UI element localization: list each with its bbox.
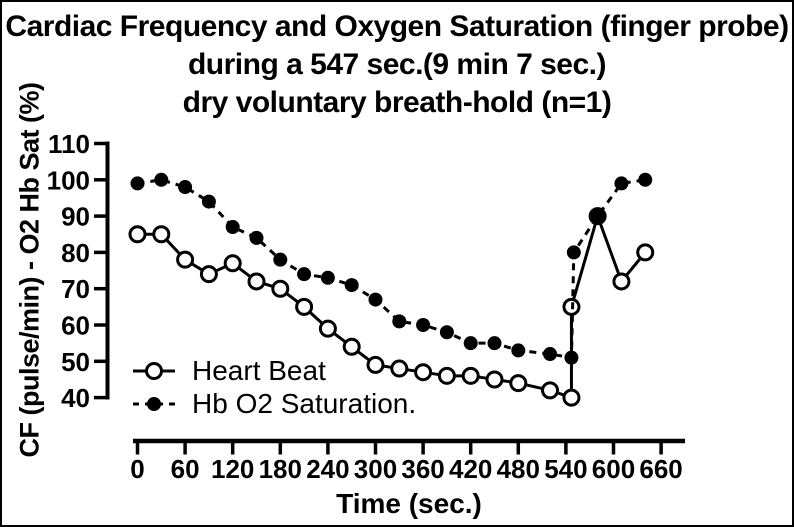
data-point-hb-o2-saturation: [154, 172, 169, 187]
data-point-hb-o2-saturation: [273, 252, 288, 267]
data-point-hb-o2-saturation: [511, 343, 526, 358]
data-point-heart-beat: [199, 265, 218, 284]
data-point-heart-beat: [295, 297, 314, 316]
series-heart-beat: [128, 207, 655, 407]
data-point-hb-o2-saturation: [487, 336, 502, 351]
data-point-heart-beat: [176, 250, 195, 269]
legend-label-hb-o2-saturation: Hb O2 Saturation.: [192, 387, 417, 419]
y-tick-label: 110: [48, 129, 90, 159]
data-point-heart-beat: [128, 225, 147, 244]
x-tick-label: 300: [354, 454, 397, 484]
chart-title-line-1: Cardiac Frequency and Oxygen Saturation …: [5, 10, 789, 43]
y-tick-label: 100: [47, 165, 90, 195]
legend-label-heart-beat: Heart Beat: [192, 354, 326, 386]
data-point-hb-o2-saturation: [564, 350, 579, 365]
x-tick-label: 420: [449, 454, 492, 484]
chart-title-line-2: during a 547 sec.(9 min 7 sec.): [187, 48, 607, 81]
filled-circle-dashed-line-icon: [133, 396, 175, 411]
data-point-hb-o2-saturation: [543, 347, 558, 362]
x-tick-label: 540: [544, 454, 587, 484]
data-point-heart-beat: [390, 359, 409, 378]
y-axis-title: CF (pulse/min) - O2 Hb Sat (%): [14, 82, 45, 458]
x-axis-title: Time (sec.): [336, 488, 482, 519]
y-tick-label: 80: [61, 238, 90, 268]
x-tick-label: 480: [497, 454, 540, 484]
legend-item-heart-beat: Heart Beat: [132, 354, 416, 387]
data-point-hb-o2-saturation: [392, 314, 407, 329]
data-point-heart-beat: [437, 366, 456, 385]
data-point-heart-beat: [414, 363, 433, 382]
data-point-heart-beat: [485, 370, 504, 389]
data-point-heart-beat: [223, 254, 242, 273]
chart-title-line-3: dry voluntary breath-hold (n=1): [182, 86, 612, 119]
data-point-heart-beat: [152, 225, 171, 244]
data-point-heart-beat: [541, 381, 560, 400]
data-point-hb-o2-saturation: [130, 176, 145, 191]
data-point-hb-o2-saturation: [416, 318, 431, 332]
data-point-heart-beat: [509, 374, 528, 393]
data-point-hb-o2-saturation: [614, 176, 629, 191]
data-point-heart-beat: [461, 366, 480, 385]
chart-title: Cardiac Frequency and Oxygen Saturation …: [2, 8, 792, 122]
x-tick-label: 360: [401, 454, 444, 484]
y-tick-label: 90: [61, 202, 90, 232]
data-point-hb-o2-saturation: [439, 325, 454, 340]
data-point-heart-beat: [366, 355, 385, 374]
data-point-hb-o2-saturation: [225, 219, 240, 234]
data-point-heart-beat: [271, 279, 290, 298]
x-tick-label: 240: [306, 454, 349, 484]
y-axis: 110 100 90 80 70 60 50 40: [47, 129, 110, 413]
data-point-hb-o2-saturation: [368, 292, 383, 307]
data-point-hb-o2-saturation: [178, 180, 193, 195]
data-point-hb-o2-saturation: [297, 267, 312, 282]
data-point-hb-o2-saturation: [638, 172, 653, 187]
series-hb-o2-saturation: [130, 172, 653, 365]
data-point-heart-beat: [318, 319, 337, 338]
data-point-hb-o2-saturation: [590, 209, 605, 224]
open-circle-solid-line-icon: [133, 361, 175, 380]
data-point-hb-o2-saturation: [249, 230, 264, 245]
data-point-hb-o2-saturation: [201, 194, 216, 209]
data-point-hb-o2-saturation: [566, 245, 581, 260]
data-point-heart-beat: [247, 272, 266, 291]
data-point-hb-o2-saturation: [463, 336, 478, 351]
data-point-heart-beat: [562, 388, 581, 407]
data-point-hb-o2-saturation: [320, 270, 335, 285]
y-tick-label: 50: [61, 347, 90, 377]
y-tick-label: 40: [61, 383, 90, 413]
data-point-heart-beat: [636, 243, 655, 262]
data-point-heart-beat: [342, 337, 361, 356]
x-tick-label: 60: [171, 454, 200, 484]
x-tick-label: 120: [211, 454, 254, 484]
x-tick-label: 0: [130, 454, 144, 484]
data-point-hb-o2-saturation: [344, 278, 359, 293]
x-axis: 0 60 120 180 240 300 360 420 480 540 600 660: [130, 438, 685, 484]
y-tick-label: 70: [61, 274, 90, 304]
x-tick-label: 660: [639, 454, 682, 484]
x-tick-label: 180: [259, 454, 302, 484]
legend-item-hb-o2-saturation: Hb O2 Saturation.: [132, 387, 416, 420]
data-point-heart-beat: [612, 272, 631, 291]
y-tick-label: 60: [61, 311, 90, 341]
x-tick-label: 600: [592, 454, 635, 484]
legend: Heart Beat Hb O2 Saturation.: [132, 354, 416, 420]
